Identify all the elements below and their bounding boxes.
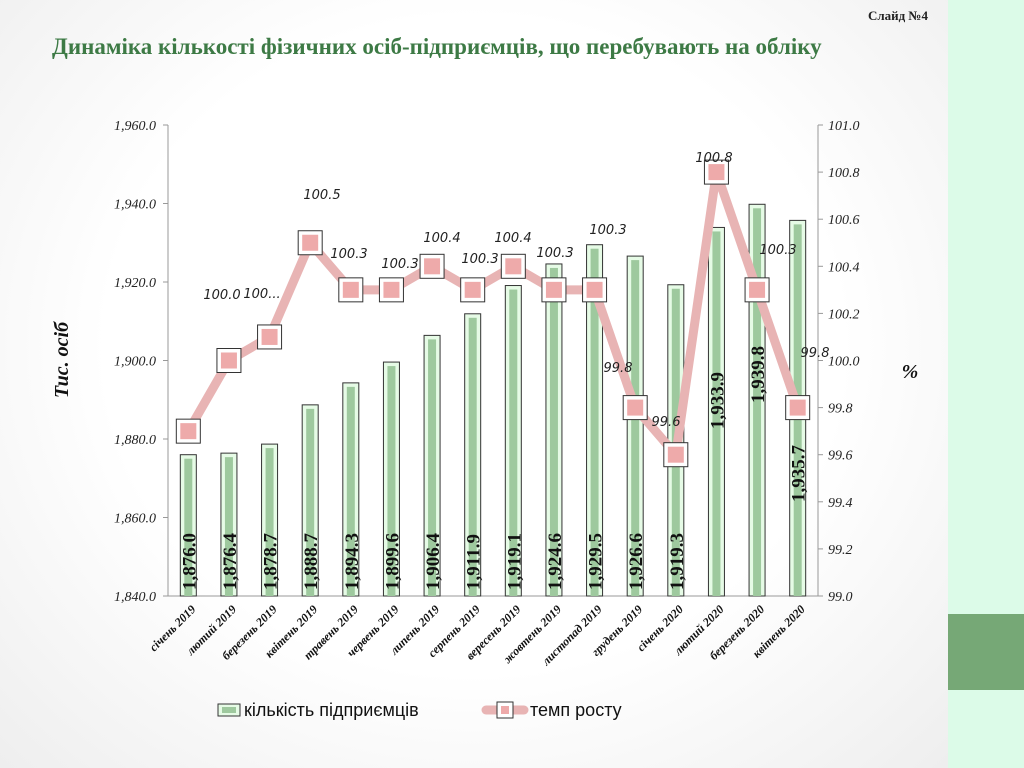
right-tick-label: 100.6 — [828, 213, 860, 228]
bar-value-label: 1,924.6 — [545, 533, 566, 590]
point-value-label: 100.3 — [330, 247, 367, 262]
point-value-label: 100.3 — [759, 243, 796, 258]
growth-rate-line — [184, 167, 802, 460]
line-marker-fill — [180, 423, 197, 440]
line-marker-fill — [789, 399, 806, 416]
point-value-label: 100.3 — [461, 252, 498, 267]
side-decoration-block — [948, 614, 1024, 690]
left-tick-label: 1,840.0 — [114, 590, 156, 605]
point-value-label: 100.3 — [536, 246, 573, 261]
legend-line-label: темп росту — [530, 700, 622, 720]
y-axis-title: Тис. осіб — [51, 321, 73, 398]
bar-fill — [387, 366, 396, 596]
bar-value-label: 1,929.5 — [586, 533, 607, 590]
left-tick-label: 1,920.0 — [114, 276, 156, 291]
point-value-label: 100.4 — [494, 231, 531, 246]
line-marker-fill — [545, 281, 562, 298]
bar-fill — [306, 408, 315, 596]
right-tick-label: 99.8 — [828, 402, 853, 417]
bar-fill — [428, 339, 437, 596]
line-marker-fill — [464, 281, 481, 298]
y2-axis-title: % — [902, 361, 919, 383]
right-tick-label: 99.2 — [828, 543, 853, 558]
bar-fill — [549, 267, 558, 596]
line-marker-fill — [261, 328, 278, 345]
left-tick-label: 1,960.0 — [114, 119, 156, 134]
point-value-label: 100.5 — [303, 188, 340, 203]
bar-fill — [265, 448, 274, 596]
right-tick-label: 100.0 — [828, 355, 860, 370]
left-tick-label: 1,880.0 — [114, 433, 156, 448]
bar-value-label: 1,899.6 — [382, 533, 403, 590]
slide-number: Слайд №4 — [867, 8, 928, 23]
line-marker-fill — [627, 399, 644, 416]
line-marker-fill — [302, 234, 319, 251]
left-tick-label: 1,940.0 — [114, 198, 156, 213]
line-marker-fill — [586, 281, 603, 298]
point-value-label: 100.0 — [203, 288, 240, 303]
line-marker-fill — [708, 164, 725, 181]
right-tick-label: 99.6 — [828, 449, 853, 464]
point-value-label: 100.4 — [423, 231, 460, 246]
bar-fill — [468, 317, 477, 596]
bar-fill — [184, 458, 193, 596]
point-value-label: 99.8 — [604, 361, 633, 376]
right-tick-label: 100.2 — [828, 307, 860, 322]
bar-value-label: 1,933.9 — [707, 372, 728, 429]
bar-value-label: 1,935.7 — [789, 445, 810, 503]
bar-fill — [631, 260, 640, 596]
bar-value-label: 1,876.0 — [179, 533, 200, 590]
bar-value-label: 1,919.1 — [504, 533, 525, 590]
left-tick-label: 1,860.0 — [114, 512, 156, 527]
point-value-label: 100.3 — [589, 223, 626, 238]
point-value-label: 100... — [243, 287, 280, 302]
point-value-label: 99.8 — [801, 346, 830, 361]
bar-value-label: 1,888.7 — [301, 533, 322, 591]
legend-bar-icon-fill — [222, 707, 236, 713]
bar-fill — [590, 248, 599, 596]
right-tick-label: 100.8 — [828, 166, 860, 181]
right-tick-label: 100.4 — [828, 260, 860, 275]
bar-value-label: 1,911.9 — [464, 534, 485, 590]
right-tick-label: 101.0 — [828, 119, 860, 134]
line-marker-fill — [749, 281, 766, 298]
bar-value-label: 1,926.6 — [626, 533, 647, 590]
legend-bar-label: кількість підприємців — [244, 700, 419, 720]
bar-value-label: 1,876.4 — [220, 533, 241, 591]
point-value-label: 100.3 — [381, 257, 418, 272]
point-value-label: 100.8 — [695, 151, 732, 166]
bar-fill — [224, 457, 233, 596]
bar-value-label: 1,894.3 — [342, 533, 363, 590]
bar-value-label: 1,906.4 — [423, 533, 444, 591]
bar-fill — [712, 231, 721, 596]
line-marker-fill — [383, 281, 400, 298]
line-marker-fill — [220, 352, 237, 369]
line-marker-fill — [342, 281, 359, 298]
right-tick-label: 99.4 — [828, 496, 853, 511]
slide-title: Динаміка кількості фізичних осіб-підприє… — [52, 34, 822, 59]
bar-fill — [346, 386, 355, 596]
bar-fill — [509, 289, 518, 596]
right-tick-label: 99.0 — [828, 590, 853, 605]
bar-value-label: 1,939.8 — [748, 346, 769, 403]
line-marker-fill — [424, 258, 441, 275]
chart: 1,840.0 1,860.0 1,880.0 1,900.0 1,920.0 1,940… — [51, 119, 919, 720]
line-marker-fill — [667, 446, 684, 463]
bar-value-label: 1,878.7 — [261, 533, 282, 591]
point-value-label: 99.6 — [652, 415, 681, 430]
legend-marker-icon-fill — [501, 706, 509, 714]
line-marker-fill — [505, 258, 522, 275]
bar-value-label: 1,919.3 — [667, 533, 688, 590]
bar-fill — [753, 208, 762, 596]
left-tick-label: 1,900.0 — [114, 355, 156, 370]
